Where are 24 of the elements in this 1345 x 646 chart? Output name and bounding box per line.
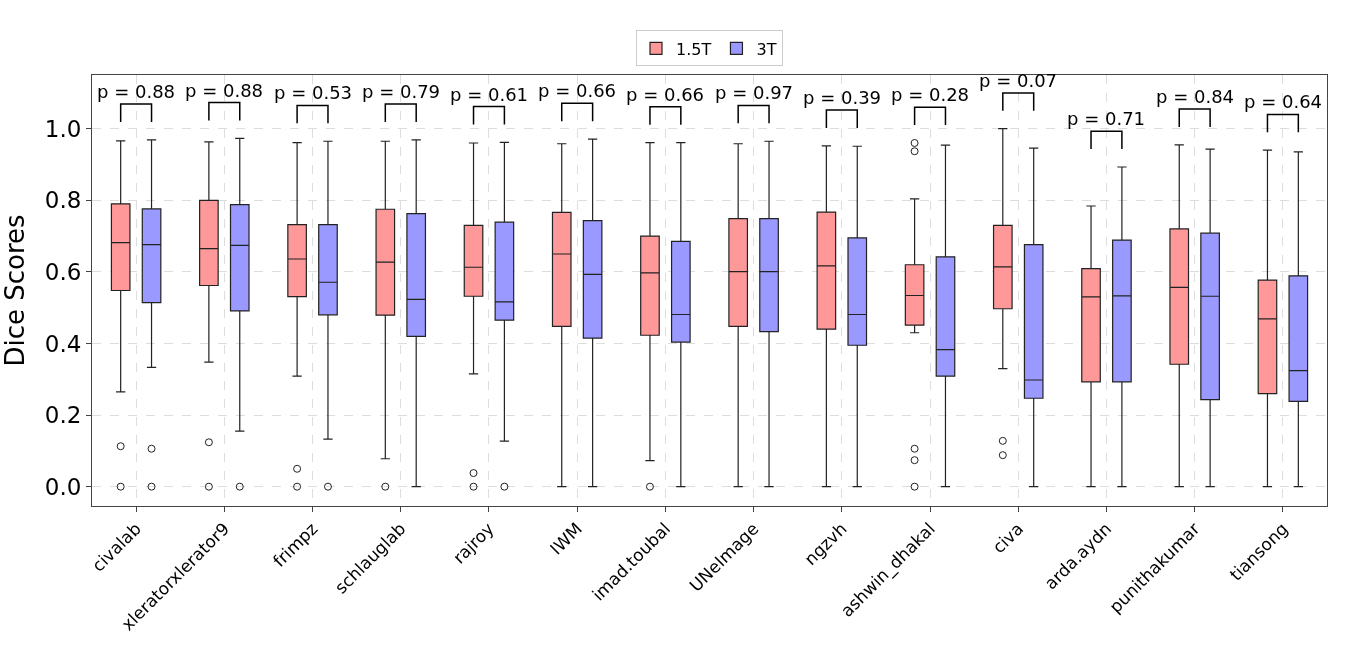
legend-label: 3T bbox=[756, 39, 777, 59]
x-tick-label: civa bbox=[988, 518, 1028, 558]
annotation: p = 0.64 bbox=[1244, 91, 1323, 112]
y-tick-label: 0.4 bbox=[44, 330, 82, 357]
annotation: p = 0.71 bbox=[1067, 108, 1146, 129]
y-tick-label: 0.6 bbox=[44, 258, 82, 285]
y-tick-label: 0.0 bbox=[44, 473, 82, 500]
y-tick-label: 1.0 bbox=[44, 115, 82, 142]
annotation: p = 0.84 bbox=[1156, 86, 1235, 107]
annotation: p = 0.88 bbox=[185, 80, 264, 101]
annotation: p = 0.28 bbox=[891, 84, 970, 105]
legend-label: 1.5T bbox=[676, 39, 712, 59]
annotation: p = 0.61 bbox=[450, 84, 529, 105]
annotation: p = 0.07 bbox=[979, 70, 1058, 91]
y-tick-label: 0.2 bbox=[44, 402, 82, 429]
annotation: p = 0.66 bbox=[626, 84, 705, 105]
y-axis-title: Dice Scores bbox=[0, 214, 30, 367]
annotation: p = 0.97 bbox=[715, 82, 794, 103]
annotation: p = 0.79 bbox=[362, 81, 441, 102]
annotation: p = 0.53 bbox=[274, 82, 353, 103]
annotation: p = 0.39 bbox=[803, 87, 882, 108]
y-tick-label: 0.8 bbox=[44, 187, 82, 214]
annotation: p = 0.88 bbox=[97, 81, 176, 102]
annotation: p = 0.66 bbox=[538, 80, 617, 101]
